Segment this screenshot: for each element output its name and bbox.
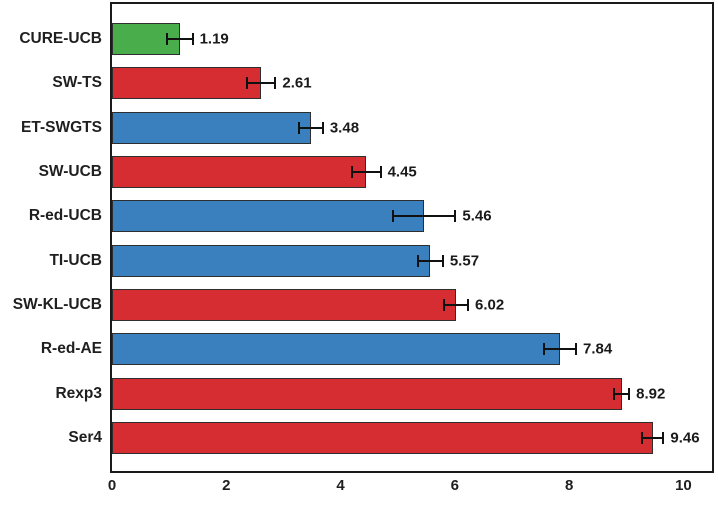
bar-ti-ucb (112, 244, 431, 277)
y-axis-label: SW-UCB (38, 162, 102, 180)
y-axis-label: SW-KL-UCB (12, 295, 102, 313)
bar-value-label: 2.61 (282, 74, 312, 92)
x-tick-label: 0 (107, 477, 117, 494)
bar-value-label: 1.19 (199, 30, 229, 48)
error-bar-cap (543, 343, 545, 356)
error-bar-cap (575, 343, 577, 356)
error-bar-cap (443, 298, 445, 311)
error-bar-cap (379, 165, 382, 178)
bar-sw-ts (112, 67, 262, 100)
error-bar-cap (391, 210, 394, 223)
bar-value-label: 6.02 (475, 296, 505, 314)
error-bar-cap (166, 33, 169, 45)
y-axis-label: Rexp3 (55, 384, 102, 402)
bar-value-label: 3.48 (329, 119, 360, 137)
y-axis-label: SW-TS (52, 74, 102, 92)
x-tick-label: 6 (450, 477, 460, 494)
y-axis-label: CURE-UCB (19, 30, 102, 47)
bar-sw-kl-ucb (112, 288, 456, 321)
bar-value-label: 5.46 (462, 207, 492, 225)
bar-ser4 (112, 421, 653, 454)
bar-value-label: 8.92 (636, 385, 666, 403)
x-tick-label: 4 (336, 477, 345, 494)
error-bar-cap (454, 210, 457, 223)
bar-value-label: 4.45 (387, 163, 417, 181)
bar-r-ed-ucb (112, 200, 424, 233)
x-tick-label: 8 (564, 477, 574, 494)
bar-r-ed-ae (112, 333, 560, 366)
error-bar-cap (297, 121, 300, 134)
bar-value-label: 9.46 (670, 429, 700, 447)
error-bar (417, 259, 443, 262)
y-axis-label: R-ed-UCB (28, 207, 102, 225)
bar-sw-ucb (112, 155, 367, 188)
error-bar-cap (640, 431, 643, 444)
error-bar (246, 82, 276, 85)
error-bar (544, 348, 576, 351)
error-bar-cap (628, 387, 631, 400)
y-axis-label: R-ed-AE (40, 340, 102, 358)
error-bar-cap (245, 77, 248, 90)
y-axis-label: TI-UCB (49, 251, 102, 269)
bar-rexp3 (112, 377, 622, 410)
error-bar-cap (416, 254, 419, 267)
x-tick-label: 2 (222, 477, 231, 494)
error-bar-cap (441, 254, 444, 267)
error-bar-cap (191, 33, 194, 45)
x-tick-label: 10 (675, 477, 692, 494)
error-bar-cap (351, 165, 353, 178)
error-bar-cap (613, 387, 616, 400)
error-bar-cap (321, 121, 324, 134)
error-bar-cap (662, 431, 665, 444)
bar-value-label: 5.57 (449, 252, 480, 270)
bar-value-label: 7.84 (583, 340, 613, 358)
error-bar (298, 126, 323, 129)
error-bar (352, 170, 381, 173)
y-axis-label: Ser4 (68, 428, 102, 446)
plot-area (110, 2, 714, 473)
error-bar-cap (274, 77, 277, 90)
error-bar (614, 392, 630, 395)
error-bar (392, 215, 456, 218)
y-axis-label: ET-SWGTS (21, 118, 102, 136)
bar-et-swgts (112, 111, 311, 144)
error-bar (444, 303, 468, 306)
error-bar-cap (467, 298, 469, 311)
error-bar (641, 436, 664, 439)
error-bar (167, 38, 193, 40)
